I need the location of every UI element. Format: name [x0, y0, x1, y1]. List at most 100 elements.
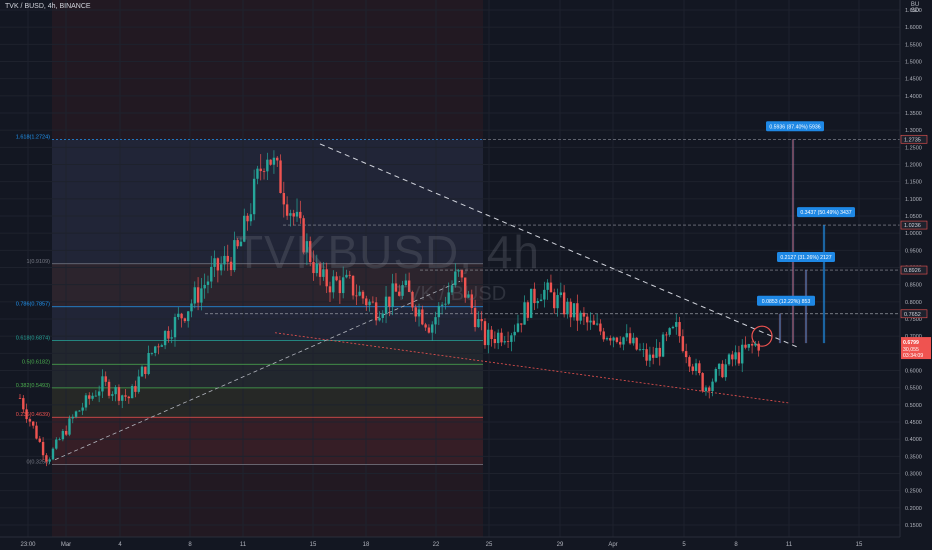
- price-tag-text: 1.0236: [904, 223, 921, 229]
- candle-body: [97, 391, 101, 396]
- candle-body: [490, 329, 493, 340]
- candle-body: [602, 331, 605, 340]
- candle-body: [638, 349, 642, 351]
- candle-body: [529, 288, 533, 318]
- y-tick-label: 1.1000: [905, 197, 922, 203]
- x-tick-label: 11: [786, 542, 793, 548]
- candle-body: [681, 336, 685, 352]
- candle-body: [737, 352, 741, 364]
- price-tag-text: 0.7652: [904, 312, 921, 318]
- candle-body: [68, 418, 71, 435]
- candle-body: [299, 211, 302, 219]
- candle-body: [536, 301, 539, 304]
- candle-body: [698, 363, 701, 374]
- fib-level-label: 0.5(0.6182): [22, 359, 50, 365]
- y-tick-label: 0.2500: [905, 489, 922, 495]
- y-tick-label: 0.4000: [905, 437, 922, 443]
- candle-body: [668, 328, 671, 335]
- candle-body: [411, 291, 414, 308]
- candle-body: [589, 320, 592, 323]
- candle-body: [576, 303, 579, 321]
- candle-body: [721, 363, 724, 378]
- candle-body: [285, 204, 289, 216]
- candle-body: [427, 327, 431, 333]
- candle-body: [124, 395, 127, 397]
- candle-body: [55, 439, 58, 449]
- candle-body: [140, 366, 144, 377]
- fibonacci-extension[interactable]: 1.618(1.2724) 1(0.9109) 0.786(0.7857) 0.618…: [16, 135, 900, 466]
- candle-body: [513, 331, 516, 336]
- current-price-text: 0.6799: [903, 340, 919, 346]
- candle-body: [289, 213, 292, 216]
- candle-body: [592, 320, 596, 325]
- y-tick-label: 0.1500: [905, 523, 922, 529]
- candle-body: [500, 332, 503, 343]
- candle-body: [58, 439, 61, 441]
- candle-body: [717, 363, 721, 370]
- candle-body: [714, 369, 718, 382]
- x-tick-label: Apr: [608, 542, 617, 548]
- candle-body: [38, 438, 41, 442]
- measure-label-text: 0.5936 (87.40%) 5936: [769, 124, 820, 130]
- candle-body: [757, 343, 760, 351]
- candle-body: [533, 288, 536, 304]
- trendlines[interactable]: [54, 143, 900, 461]
- candle-body: [450, 285, 454, 293]
- candles: [18, 150, 760, 467]
- candle-body: [424, 324, 427, 328]
- x-tick-label: 22: [433, 542, 440, 548]
- candle-body: [361, 291, 365, 299]
- y-tick-label: 1.5500: [905, 42, 922, 48]
- current-price-text: 30,055: [903, 347, 919, 353]
- current-price-text: 03:34:09: [903, 353, 923, 359]
- y-tick-label: 1.1500: [905, 180, 922, 186]
- candle-body: [318, 263, 322, 277]
- candle-body: [117, 387, 121, 401]
- candle-body: [180, 313, 183, 319]
- candle-body: [678, 322, 681, 337]
- candle-body: [315, 263, 318, 274]
- candle-body: [622, 337, 625, 345]
- shaded-period: [52, 0, 483, 537]
- candle-body: [684, 351, 688, 358]
- candle-body: [312, 262, 315, 274]
- candle-body: [233, 240, 236, 271]
- measure-tools[interactable]: 0.5936 (87.40%) 5936 0.3437 (50.49%) 3437…: [757, 121, 855, 344]
- candle-body: [520, 323, 523, 325]
- candle-body: [658, 347, 661, 357]
- x-tick-label: 11: [240, 542, 247, 548]
- fib-level-label: 1(0.9109): [26, 259, 50, 265]
- measure-label-box: [797, 207, 855, 218]
- watermark-pair: TVK / BUSD: [395, 283, 507, 305]
- candle-body: [523, 302, 526, 325]
- candle-body: [272, 157, 276, 165]
- candle-body: [371, 301, 375, 303]
- y-tick-label: 1.0000: [905, 231, 922, 237]
- candle-body: [595, 323, 599, 325]
- candle-body: [81, 407, 84, 411]
- candle-body: [566, 301, 569, 315]
- candle-body: [701, 373, 704, 392]
- candle-body: [553, 292, 556, 309]
- candle-body: [210, 266, 213, 282]
- candle-body: [177, 313, 180, 318]
- candle-body: [163, 330, 167, 346]
- candle-body: [612, 337, 615, 341]
- candle-body: [440, 304, 444, 306]
- candle-body: [226, 255, 229, 262]
- y-tick-label: 1.5000: [905, 60, 922, 66]
- y-tick-label: 0.3000: [905, 472, 922, 478]
- candle-body: [216, 258, 220, 271]
- candle-body: [345, 274, 348, 278]
- candle-body: [341, 277, 345, 294]
- candle-body: [279, 160, 282, 193]
- candle-body: [243, 215, 246, 242]
- candle-body: [642, 349, 645, 350]
- candle-body: [292, 213, 295, 217]
- candle-body: [648, 354, 652, 361]
- candle-body: [546, 282, 549, 290]
- candle-body: [134, 386, 137, 392]
- candle-body: [114, 387, 117, 395]
